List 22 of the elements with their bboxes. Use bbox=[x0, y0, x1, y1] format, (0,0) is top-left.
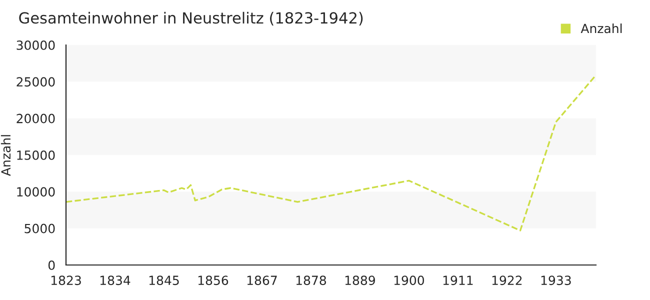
chart-title: Gesamteinwohner in Neustrelitz (1823-1942) bbox=[19, 12, 363, 26]
x-tick-label: 1922 bbox=[492, 276, 522, 286]
y-tick-label: 5000 bbox=[24, 224, 55, 234]
line-series bbox=[66, 74, 596, 232]
x-tick-label: 1867 bbox=[247, 276, 277, 286]
y-tick-label: 15000 bbox=[17, 150, 55, 160]
x-tick-label: 1823 bbox=[51, 276, 81, 286]
x-tick-label: 1911 bbox=[443, 276, 473, 286]
x-tick-label: 1889 bbox=[345, 276, 375, 286]
y-tick-label: 0 bbox=[48, 260, 55, 270]
x-tick-label: 1878 bbox=[296, 276, 326, 286]
y-tick-label: 10000 bbox=[17, 187, 55, 197]
y-tick-label: 20000 bbox=[16, 114, 55, 124]
x-tick-label: 1834 bbox=[100, 276, 130, 286]
x-tick-label: 1845 bbox=[149, 276, 179, 286]
x-tick-label: 1856 bbox=[198, 276, 228, 286]
legend-label: Anzahl bbox=[580, 24, 622, 34]
x-tick-label: 1933 bbox=[541, 276, 571, 286]
y-tick-label: 25000 bbox=[16, 77, 55, 87]
x-tick-label: 1900 bbox=[394, 276, 424, 286]
y-tick-label: 30000 bbox=[16, 40, 55, 50]
y-axis-title: Anzahl bbox=[0, 135, 11, 176]
